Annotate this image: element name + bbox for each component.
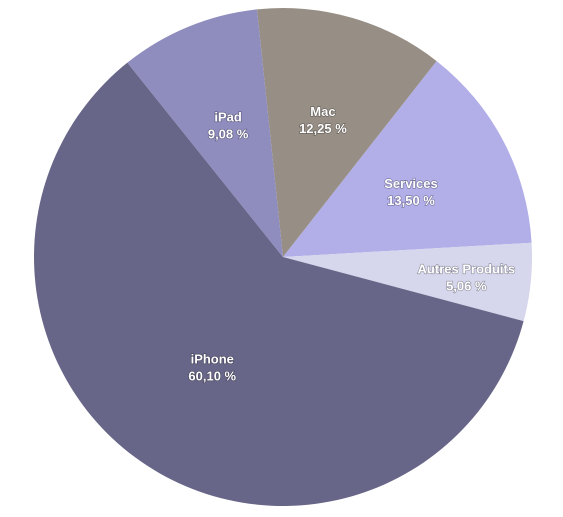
slice-value-label: 5,06 % [446, 279, 487, 294]
slice-label: Mac [310, 104, 335, 119]
pie-slice-iphone [34, 62, 524, 507]
pie-slices [34, 8, 532, 507]
slice-value-label: 9,08 % [208, 126, 249, 141]
pie-slice-autres-produits [283, 242, 532, 322]
slice-value-label: 12,25 % [299, 121, 347, 136]
pie-slice-services [283, 61, 532, 258]
pie-slice-mac [256, 8, 437, 258]
slice-label: Autres Produits [418, 262, 516, 277]
slice-label: iPhone [191, 351, 234, 366]
slice-value-label: 60,10 % [188, 368, 236, 383]
pie-slice-ipad [127, 9, 283, 258]
slice-label: iPad [214, 109, 242, 124]
slice-label: Services [384, 176, 438, 191]
slice-value-label: 13,50 % [387, 193, 435, 208]
pie-labels: Mac 12,25 % Services 13,50 % Autres Produits… [188, 104, 516, 384]
